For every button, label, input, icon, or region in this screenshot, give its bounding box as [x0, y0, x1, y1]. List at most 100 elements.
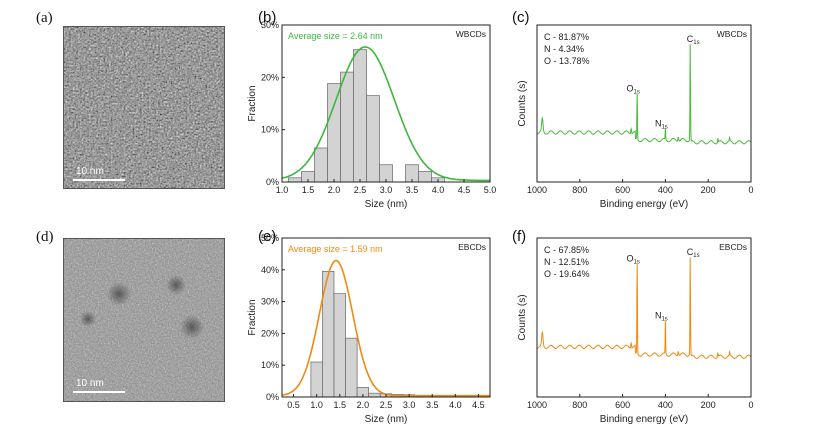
- x-tick-label-c: 1000: [527, 185, 547, 195]
- y-axis-title-e: Fraction: [247, 299, 258, 335]
- sample-tag-f: EBCDs: [719, 242, 747, 252]
- peak-label-sub-f: 1s: [633, 260, 639, 266]
- y-tick-label-e: 30%: [261, 297, 279, 307]
- x-tick-label-e: 1.5: [334, 400, 347, 410]
- y-axis-title-f: Counts (s): [517, 294, 528, 340]
- y-tick-label-e: 20%: [261, 328, 279, 338]
- peak-label-sub-f: 1s: [661, 317, 667, 323]
- peak-label-c1s-c: C1s: [687, 34, 700, 46]
- y-tick-label-b: 30%: [261, 20, 279, 30]
- scale-bar-a: [73, 179, 125, 181]
- histogram-bar-e: [368, 392, 381, 398]
- x-axis-title-f: Binding energy (eV): [600, 414, 688, 425]
- y-tick-label-b: 20%: [261, 72, 279, 82]
- composition-line-f: O - 19.64%: [544, 269, 590, 279]
- average-size-annotation-b: Average size = 2.64 nm: [288, 31, 383, 41]
- scale-bar-d: [73, 391, 125, 393]
- peak-label-o1s-f: O1s: [626, 254, 639, 266]
- y-axis-title-b: Fraction: [247, 85, 258, 121]
- composition-line-c: O - 13.78%: [544, 56, 590, 66]
- x-tick-label-b: 4.5: [458, 185, 471, 195]
- peak-label-sub-c: 1s: [693, 40, 699, 46]
- x-axis-title-c: Binding energy (eV): [600, 199, 688, 210]
- histogram-bar-b: [314, 147, 328, 183]
- histogram-bar-b: [288, 177, 302, 183]
- y-axis-title-c: Counts (s): [517, 80, 528, 126]
- y-tick-label-e: 40%: [261, 265, 279, 275]
- peak-label-n1s-f: N1s: [655, 311, 668, 323]
- plot-frame-c: [536, 24, 752, 183]
- panel-label-a: (a): [36, 10, 53, 26]
- histogram-bar-b: [366, 95, 380, 183]
- x-tick-label-e: 3.5: [426, 400, 439, 410]
- histogram-bar-b: [353, 49, 367, 183]
- x-tick-label-e: 4.5: [472, 400, 485, 410]
- peak-label-n1s-c: N1s: [655, 118, 668, 130]
- peak-label-sub-f: 1s: [693, 253, 699, 259]
- x-tick-label-b: 1.5: [302, 185, 315, 195]
- x-tick-label-c: 0: [748, 185, 753, 195]
- x-tick-label-c: 600: [615, 185, 630, 195]
- tem-texture-ebcds: [64, 239, 224, 401]
- x-tick-label-b: 3.5: [406, 185, 419, 195]
- x-tick-label-b: 2.0: [328, 185, 341, 195]
- x-tick-label-b: 4.0: [432, 185, 445, 195]
- panel-label-c: (c): [512, 9, 530, 26]
- peak-label-sub-c: 1s: [661, 124, 667, 130]
- scale-label-d: 10 nm: [76, 378, 104, 389]
- histogram-bar-b: [340, 71, 354, 183]
- y-tick-label-b: 0%: [266, 177, 279, 187]
- x-tick-label-e: 1.0: [310, 400, 323, 410]
- y-tick-label-e: 0%: [266, 392, 279, 402]
- peak-label-c1s-f: C1s: [687, 247, 700, 259]
- histogram-bar-b: [418, 171, 432, 183]
- x-tick-label-c: 400: [658, 185, 673, 195]
- tem-image-wbcds: 10 nm: [63, 26, 225, 189]
- x-tick-label-f: 800: [572, 400, 587, 410]
- histogram-bar-b: [327, 83, 341, 183]
- x-tick-label-e: 3.0: [403, 400, 416, 410]
- scale-label-a: 10 nm: [76, 166, 104, 177]
- x-tick-label-c: 200: [701, 185, 716, 195]
- x-tick-label-b: 3.0: [380, 185, 393, 195]
- composition-line-f: N - 12.51%: [544, 257, 589, 267]
- x-tick-label-f: 600: [615, 400, 630, 410]
- y-tick-label-e: 50%: [261, 233, 279, 243]
- x-tick-label-e: 4.0: [449, 400, 462, 410]
- panel-label-b: (b): [258, 9, 276, 26]
- plot-frame-f: [536, 237, 752, 398]
- histogram-bar-e: [345, 337, 358, 398]
- x-tick-label-f: 400: [658, 400, 673, 410]
- x-tick-label-f: 200: [701, 400, 716, 410]
- x-tick-label-f: 1000: [527, 400, 547, 410]
- panel-label-f: (f): [512, 228, 526, 245]
- sample-tag-c: WBCDs: [717, 29, 747, 39]
- tem-texture-wbcds: [64, 27, 224, 188]
- x-tick-label-e: 2.0: [357, 400, 370, 410]
- peak-label-sub-c: 1s: [633, 90, 639, 96]
- x-tick-label-b: 5.0: [484, 185, 497, 195]
- xps-spectrum-line-f: [536, 257, 752, 359]
- x-axis-title-b: Size (nm): [365, 199, 408, 210]
- composition-line-c: N - 4.34%: [544, 44, 584, 54]
- sample-tag-b: WBCDs: [456, 29, 486, 39]
- plot-frame-b: [281, 24, 491, 183]
- x-tick-label-b: 2.5: [354, 185, 367, 195]
- histogram-bar-e: [310, 361, 323, 398]
- average-size-annotation-e: Average size = 1.59 nm: [288, 244, 383, 254]
- sample-tag-e: EBCDs: [458, 242, 486, 252]
- composition-line-f: C - 67.85%: [544, 245, 589, 255]
- xps-spectrum-line-c: [536, 44, 752, 145]
- y-tick-label-e: 10%: [261, 360, 279, 370]
- x-tick-label-e: 0.5: [287, 400, 300, 410]
- x-tick-label-c: 800: [572, 185, 587, 195]
- y-tick-label-b: 10%: [261, 125, 279, 135]
- panel-label-d: (d): [36, 229, 54, 245]
- histogram-bar-e: [333, 293, 346, 398]
- peak-label-o1s-c: O1s: [626, 84, 639, 96]
- x-tick-label-e: 2.5: [380, 400, 393, 410]
- x-tick-label-b: 1.0: [276, 185, 289, 195]
- tem-image-ebcds: 10 nm: [63, 238, 225, 402]
- gaussian-fit-curve-b: [281, 46, 490, 182]
